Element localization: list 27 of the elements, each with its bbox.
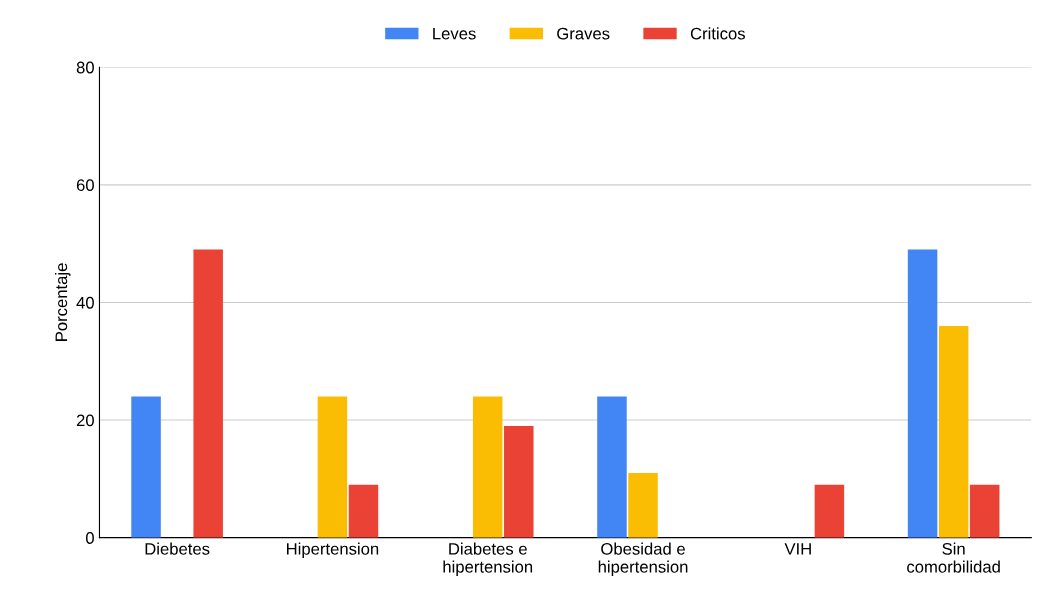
y-tick-label: 20	[76, 414, 94, 427]
bar	[628, 472, 658, 538]
y-tick-label: 80	[76, 61, 94, 74]
bar	[131, 396, 161, 538]
bar	[907, 249, 938, 538]
bar	[193, 249, 223, 538]
legend-label: Leves	[433, 27, 476, 40]
x-tick-label: VIH	[784, 543, 811, 555]
bar	[472, 396, 503, 538]
bar	[348, 484, 379, 538]
bar	[597, 396, 627, 538]
y-tick-label: 60	[76, 179, 94, 192]
x-tick-label: Diebetes	[145, 542, 210, 555]
legend-label: Criticos	[690, 27, 745, 40]
x-tick-label: Sin comorbilidad	[907, 542, 1000, 573]
bar	[317, 396, 348, 538]
x-tick-label: Hipertension	[287, 542, 379, 559]
y-tick-label: 40	[76, 296, 94, 309]
bar	[504, 425, 534, 538]
bar	[969, 484, 1000, 538]
y-axis-title: Porcentaje	[54, 263, 71, 341]
y-tick-label: 0	[85, 532, 94, 544]
x-tick-label: Obesidad e hipertension	[598, 542, 688, 577]
x-tick-label: Diabetes e hipertension	[443, 542, 533, 577]
legend-label: Graves	[557, 27, 610, 40]
bar	[938, 325, 969, 538]
bar	[814, 484, 845, 538]
